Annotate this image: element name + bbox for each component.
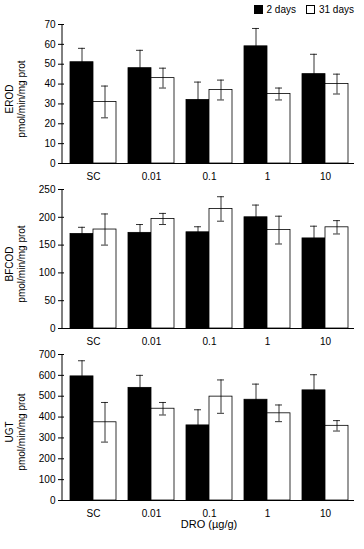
svg-text:10: 10 [320,171,332,181]
svg-text:0.1: 0.1 [203,336,217,346]
html-text:BFCOD pmol/min/mg prot: BFCOD pmol/min/mg prot [4,224,27,303]
svg-text:70: 70 [44,19,56,30]
svg-text:SC: SC [87,171,101,181]
html-text:31 days: 31 days [319,3,354,15]
svg-text:150: 150 [39,239,56,250]
svg-text:0.01: 0.01 [142,336,162,346]
svg-text:10: 10 [44,138,56,149]
svg-text:100: 100 [39,474,56,485]
svg-text:SC: SC [87,336,101,346]
svg-text:600: 600 [39,370,56,381]
svg-text:0.1: 0.1 [203,171,217,181]
svg-text:40: 40 [44,78,56,89]
svg-text:60: 60 [44,39,56,50]
svg-text:20: 20 [44,118,56,129]
svg-text:0.1: 0.1 [203,508,217,518]
html-text:EROD pmol/min/mg prot: EROD pmol/min/mg prot [4,59,27,138]
svg-text:400: 400 [39,411,56,422]
svg-text:200: 200 [39,212,56,223]
svg-text:1: 1 [265,508,271,518]
svg-text:1: 1 [265,336,271,346]
svg-text:10: 10 [320,336,332,346]
html-text:UGT pmol/min/mg prot: UGT pmol/min/mg prot [4,393,27,471]
svg-text:30: 30 [44,98,56,109]
svg-text:0: 0 [50,495,56,506]
svg-text:50: 50 [44,295,56,306]
svg-text:0: 0 [50,323,56,334]
svg-text:250: 250 [39,184,56,195]
svg-text:SC: SC [87,508,101,518]
svg-text:200: 200 [39,453,56,464]
html-text:DRO (µg/g): DRO (µg/g) [180,518,238,530]
svg-text:700: 700 [39,349,56,360]
svg-text:500: 500 [39,390,56,401]
svg-text:300: 300 [39,432,56,443]
svg-text:1: 1 [265,171,271,181]
svg-text:100: 100 [39,267,56,278]
svg-text:50: 50 [44,58,56,69]
svg-text:10: 10 [320,508,332,518]
html-text:2 days: 2 days [266,3,296,15]
svg-text:0.01: 0.01 [142,508,162,518]
svg-text:0.01: 0.01 [142,171,162,181]
svg-text:0: 0 [50,158,56,169]
